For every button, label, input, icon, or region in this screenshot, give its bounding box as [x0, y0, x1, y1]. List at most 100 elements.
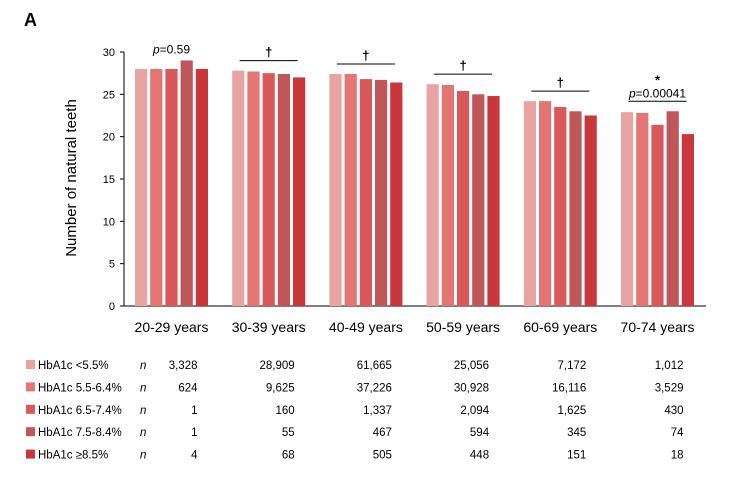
- n-label: n: [140, 360, 146, 372]
- bar: [554, 107, 567, 307]
- n-count: 18: [671, 450, 684, 462]
- n-label: n: [140, 450, 146, 462]
- n-count: 55: [282, 427, 295, 439]
- significance-symbol: *: [655, 72, 661, 87]
- n-count: 28,909: [260, 360, 295, 372]
- y-tick-label: 25: [103, 89, 115, 101]
- significance-symbol: †: [557, 75, 564, 90]
- n-count: 7,172: [558, 360, 587, 372]
- bar: [247, 71, 260, 307]
- bar: [651, 124, 664, 307]
- n-count: 1,337: [363, 405, 392, 417]
- x-tick-label: 70-74 years: [621, 319, 695, 335]
- n-count: 9,625: [266, 382, 295, 394]
- legend-table: HbA1c <5.5% n 3,328 28,909 61,665 25,056 7,172…: [26, 360, 684, 462]
- category-labels: 20-29 years 30-39 years 40-49 years 50-59 y…: [135, 319, 695, 335]
- y-tick-label: 15: [103, 174, 115, 186]
- n-count: 1,625: [558, 405, 587, 417]
- significance-symbol: †: [362, 48, 369, 63]
- n-count: 30,928: [454, 382, 489, 394]
- y-tick-label: 5: [109, 259, 115, 271]
- bar: [232, 70, 245, 306]
- n-count: 68: [282, 450, 295, 462]
- bar: [426, 84, 439, 306]
- y-axis: 0 5 10 15 20 25 30: [103, 47, 706, 313]
- y-tick-label: 0: [109, 301, 115, 313]
- y-tick-label: 10: [103, 216, 115, 228]
- bar: [329, 74, 342, 306]
- n-count: 430: [664, 405, 683, 417]
- n-count: 345: [567, 427, 586, 439]
- bar: [150, 68, 163, 306]
- n-count: 624: [178, 382, 198, 394]
- n-label: n: [140, 405, 146, 417]
- bar: [523, 101, 536, 307]
- x-tick-label: 30-39 years: [232, 319, 306, 335]
- p-value: p=0.59: [152, 42, 190, 56]
- n-count: 25,056: [454, 360, 489, 372]
- x-tick-label: 40-49 years: [329, 319, 403, 335]
- y-tick-label: 20: [103, 132, 115, 144]
- n-count: 448: [470, 450, 489, 462]
- x-tick-label: 20-29 years: [135, 319, 209, 335]
- bar: [277, 74, 290, 306]
- bar: [472, 94, 485, 306]
- legend-label: HbA1c <5.5%: [38, 360, 109, 372]
- y-tick-label: 30: [103, 47, 115, 59]
- bar: [681, 134, 694, 306]
- significance-annotations: p=0.59 † † † † p=0.00041*: [152, 42, 687, 102]
- bar: [375, 79, 388, 306]
- n-label: n: [140, 427, 146, 439]
- n-count: 151: [567, 450, 586, 462]
- x-tick-label: 50-59 years: [426, 319, 500, 335]
- legend-swatch: [26, 404, 35, 414]
- significance-symbol: †: [459, 58, 466, 73]
- n-count: 467: [373, 427, 392, 439]
- n-count: 16,116: [552, 382, 586, 394]
- bar: [180, 60, 193, 306]
- legend-swatch: [26, 382, 35, 392]
- x-tick-label: 60-69 years: [523, 319, 597, 335]
- bar: [487, 96, 500, 306]
- n-count: 74: [671, 427, 684, 439]
- bar: [344, 74, 357, 306]
- n-count: 1,012: [655, 360, 684, 372]
- p-value: p=0.00041: [628, 86, 686, 100]
- n-count: 3,328: [169, 360, 198, 372]
- bar: [457, 90, 470, 307]
- n-count: 2,094: [460, 405, 489, 417]
- n-count: 1: [191, 405, 197, 417]
- legend-swatch: [26, 449, 35, 459]
- bar: [666, 111, 679, 307]
- bar: [135, 68, 148, 306]
- legend-label: HbA1c 6.5-7.4%: [38, 405, 122, 417]
- bar: [636, 112, 649, 307]
- bar: [584, 115, 597, 306]
- bar: [359, 79, 372, 307]
- n-count: 594: [470, 427, 490, 439]
- bar: [621, 112, 634, 306]
- n-count: 1: [191, 427, 197, 439]
- legend-swatch: [26, 360, 35, 369]
- bars: [135, 60, 694, 307]
- bar: [441, 85, 454, 307]
- significance-symbol: †: [265, 45, 272, 60]
- legend-label: HbA1c ≥8.5%: [38, 450, 108, 462]
- legend-swatch: [26, 427, 35, 437]
- bar: [293, 77, 306, 307]
- n-count: 3,529: [655, 382, 684, 394]
- bar: [262, 73, 275, 307]
- y-axis-label: Number of natural teeth: [63, 99, 80, 257]
- legend-label: HbA1c 5.5-6.4%: [38, 382, 122, 394]
- bar: [569, 111, 582, 307]
- n-count: 160: [276, 405, 295, 417]
- n-count: 61,665: [357, 360, 392, 372]
- legend-label: HbA1c 7.5-8.4%: [38, 427, 122, 439]
- bar: [390, 82, 403, 306]
- n-count: 37,226: [357, 382, 392, 394]
- n-label: n: [140, 382, 146, 394]
- bar: [539, 101, 552, 307]
- bar: [165, 68, 178, 306]
- bar: [195, 68, 208, 306]
